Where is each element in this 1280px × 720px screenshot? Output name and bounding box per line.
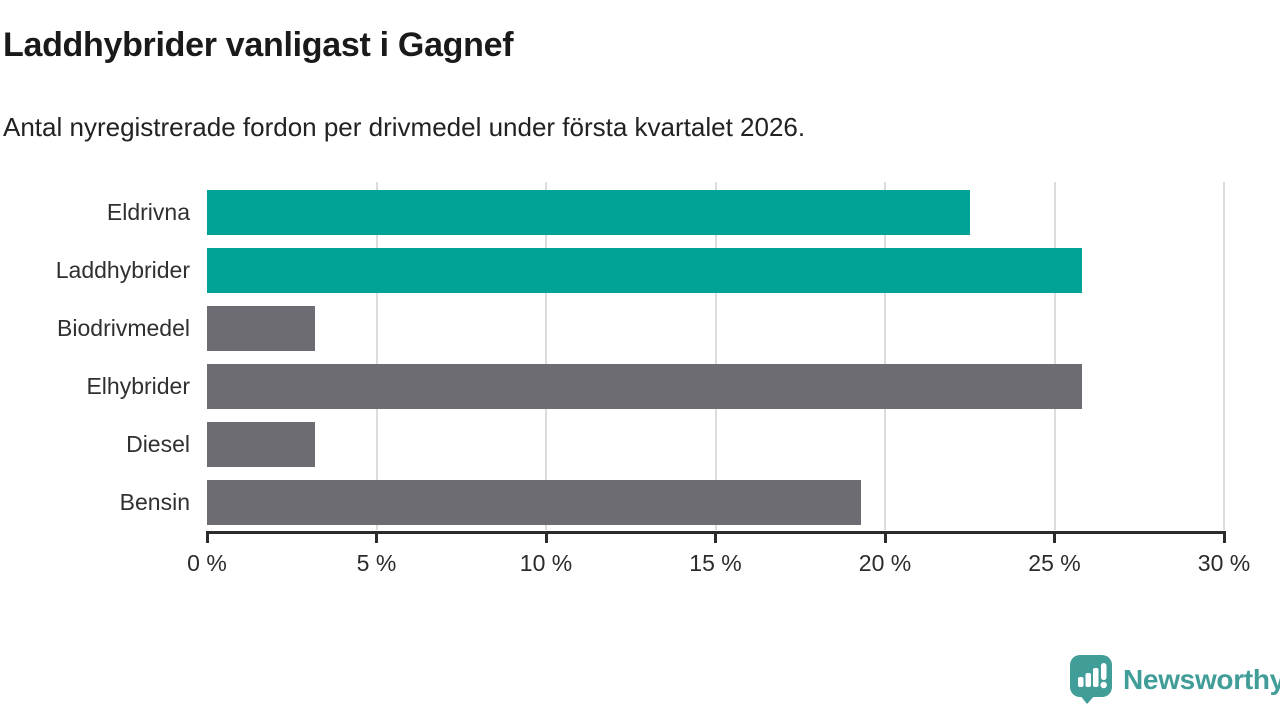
newsworthy-speech-bubble-chart-icon [1068, 654, 1114, 705]
bar [207, 480, 862, 525]
x-axis-tick-label: 10 % [519, 550, 573, 576]
bar [207, 306, 316, 351]
gridline [884, 182, 886, 530]
bar [207, 422, 316, 467]
gridline [714, 182, 717, 530]
gridline [1223, 182, 1225, 530]
x-axis-tick [883, 531, 887, 543]
x-axis-tick-label: 25 % [1028, 550, 1081, 576]
bar [207, 248, 1082, 293]
x-axis-tick [375, 531, 378, 543]
chart-subtitle: Antal nyregistrerade fordon per drivmede… [3, 112, 806, 142]
category-label: Laddhybrider [55, 257, 190, 283]
x-axis-tick [714, 531, 717, 543]
gridline [375, 182, 378, 530]
category-label: Diesel [126, 431, 190, 457]
brand-name: Newsworthy [1123, 663, 1280, 695]
gridline [1053, 182, 1056, 530]
bar [207, 190, 970, 235]
x-axis-tick-label: 15 % [689, 550, 742, 576]
category-label: Biodrivmedel [57, 315, 190, 341]
gridline [545, 182, 547, 530]
x-axis-tick-label: 0 % [187, 550, 227, 576]
x-axis-tick [1222, 531, 1226, 543]
bar [207, 364, 1082, 409]
category-label: Elhybrider [86, 373, 190, 399]
chart-title: Laddhybrider vanligast i Gagnef [3, 26, 514, 64]
brand-logo: Newsworthy [1068, 654, 1280, 705]
category-label: Bensin [119, 489, 190, 515]
category-label: Eldrivna [106, 199, 190, 225]
x-axis-tick [205, 531, 209, 543]
x-axis-tick-label: 30 % [1197, 550, 1251, 576]
x-axis-tick-label: 5 % [356, 550, 397, 576]
x-axis-tick [1053, 531, 1056, 543]
bar-chart: Eldrivna Laddhybrider Biodrivmedel Elhybrid… [55, 182, 1251, 576]
x-axis-tick-label: 20 % [858, 550, 912, 576]
x-axis-tick [544, 531, 548, 543]
